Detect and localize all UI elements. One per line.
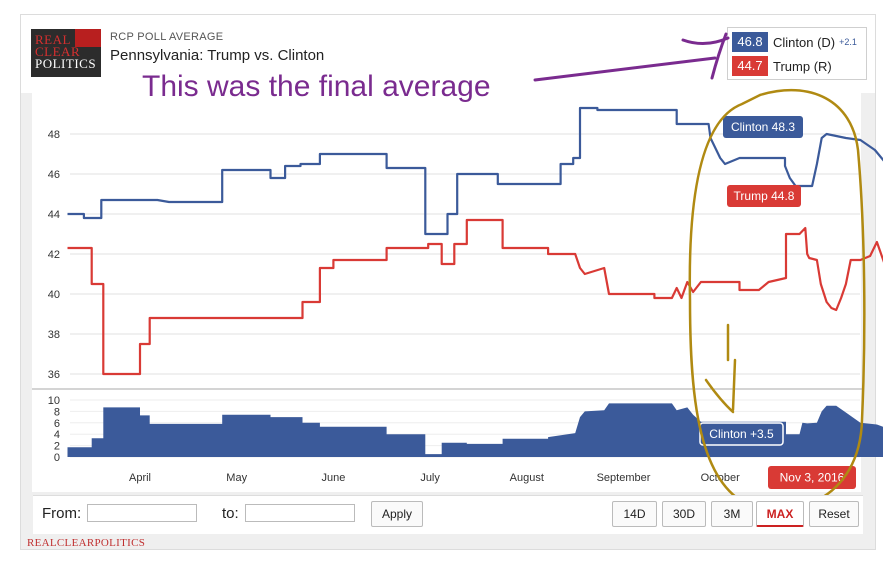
from-label: From:: [42, 505, 82, 522]
legend-trump-value: 44.7: [732, 56, 768, 76]
legend-trump-name: Trump (R): [773, 58, 832, 74]
spread-layer: [67, 403, 883, 457]
logo-line-1: REAL: [35, 32, 71, 47]
range-30d-button[interactable]: 30D: [662, 501, 706, 527]
x-tick-label: September: [597, 472, 651, 484]
legend-clinton-delta: +2.1: [839, 37, 857, 47]
from-date-input[interactable]: [87, 504, 197, 522]
legend-clinton-value: 46.8: [732, 32, 768, 52]
y-tick-label: 44: [48, 209, 60, 221]
spread-area: [67, 403, 883, 457]
spread-y-tick-label: 4: [54, 429, 60, 441]
trump-tooltip-box: [727, 185, 801, 207]
y-tick-label: 46: [48, 169, 60, 181]
trump-tooltip-text: Trump 44.8: [734, 189, 795, 203]
logo-band: [75, 29, 101, 47]
chart-title: Pennsylvania: Trump vs. Clinton: [110, 47, 325, 64]
date-tooltip-box: [768, 466, 856, 489]
spread-tooltip-text: Clinton +3.5: [709, 427, 774, 441]
y-tick-label: 48: [48, 129, 60, 141]
trump-line: [67, 218, 883, 376]
spread-tooltip-box: [699, 422, 784, 446]
to-label: to:: [222, 505, 239, 522]
to-date-input[interactable]: [245, 504, 355, 522]
y-tick-label: 36: [48, 369, 60, 381]
purple-arrow-shaft: [533, 56, 717, 82]
chart-supertitle: RCP POLL AVERAGE: [110, 31, 224, 43]
x-tick-label: April: [129, 472, 151, 484]
spread-y-tick-label: 2: [54, 441, 60, 453]
annotation-text: This was the final average: [142, 70, 491, 103]
spread-y-tick-label: 8: [54, 406, 60, 418]
spread-y-tick-label: 6: [54, 418, 60, 430]
x-tick-label: August: [510, 472, 544, 484]
apply-button[interactable]: Apply: [371, 501, 423, 527]
gold-arrow-annotation: [704, 323, 737, 414]
clinton-line: [67, 106, 883, 236]
controls-bar: From: to: Apply 14D 30D 3M MAX Reset: [33, 495, 863, 534]
legend: 46.8 Clinton (D) +2.1 44.7 Trump (R): [727, 27, 867, 80]
clinton-tooltip-text: Clinton 48.3: [731, 120, 795, 134]
grid: [32, 133, 862, 458]
spread-y-tick-label: 10: [48, 395, 60, 407]
spread-y-tick-label: 0: [54, 452, 60, 464]
series-layer: [67, 106, 883, 376]
x-tick-label: June: [321, 472, 345, 484]
legend-trump: 44.7 Trump (R): [732, 56, 832, 76]
footer-brand: REALCLEARPOLITICS: [27, 537, 146, 549]
logo-line-2: CLEAR: [35, 44, 81, 59]
y-tick-label: 42: [48, 249, 60, 261]
range-max-button[interactable]: MAX: [756, 501, 804, 527]
x-tick-label: July: [420, 472, 440, 484]
legend-clinton: 46.8 Clinton (D) +2.1: [732, 32, 857, 52]
y-tick-label: 38: [48, 329, 60, 341]
range-14d-button[interactable]: 14D: [612, 501, 657, 527]
date-tooltip-text: Nov 3, 2016: [780, 471, 845, 485]
purple-arrow-head: [681, 32, 730, 80]
range-3m-button[interactable]: 3M: [711, 501, 753, 527]
y-tick-label: 40: [48, 289, 60, 301]
logo-line-3: POLITICS: [35, 56, 97, 71]
rcp-logo: REAL CLEAR POLITICS: [31, 29, 101, 77]
reset-button[interactable]: Reset: [809, 501, 859, 527]
x-tick-label: May: [226, 472, 247, 484]
clinton-tooltip-box: [723, 116, 803, 138]
overlay-layer: Clinton 48.3 Trump 44.8 Clinton +3.5 Nov 3,…: [533, 32, 866, 511]
legend-clinton-name: Clinton (D): [773, 34, 836, 50]
